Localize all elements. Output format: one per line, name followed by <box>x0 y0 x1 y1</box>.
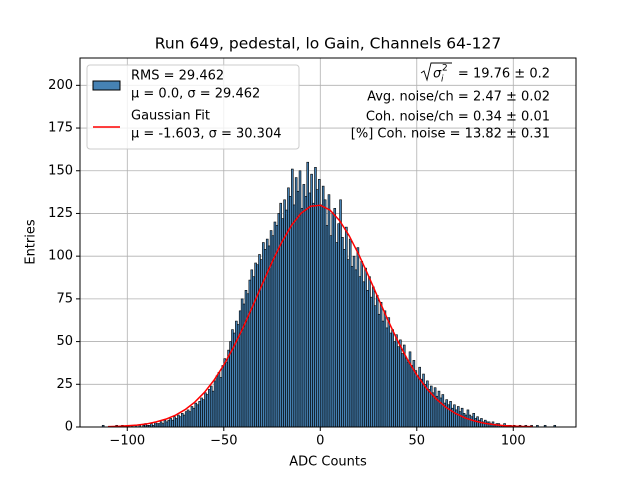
sqrt-sign <box>420 62 452 82</box>
x-tick-label: −50 <box>210 434 237 449</box>
x-tick-label: 100 <box>501 434 526 449</box>
legend-box <box>86 64 300 150</box>
legend-detail: μ = -1.603, σ = 30.304 <box>131 127 281 142</box>
y-tick-label: 75 <box>56 291 73 306</box>
annotation: [%] Coh. noise = 13.82 ± 0.31 <box>351 127 550 142</box>
chart-title: Run 649, pedestal, lo Gain, Channels 64-… <box>155 35 501 53</box>
annotation-sup: 2 <box>442 64 448 74</box>
annotation: Coh. noise/ch = 0.34 ± 0.01 <box>366 110 550 125</box>
legend-label: Gaussian Fit <box>131 109 210 124</box>
annotation-sub: i <box>441 75 444 85</box>
y-axis-label: Entries <box>24 219 39 265</box>
y-tick-label: 200 <box>48 78 73 93</box>
annotations: σ i 2 = 19.76 ± 0.2 Avg. noise/ch = 2.47… <box>351 62 550 142</box>
legend: RMS = 29.462 μ = 0.0, σ = 29.462 Gaussia… <box>86 64 300 150</box>
annotation-symbol: σ <box>433 67 442 82</box>
ticks: −100 −50 0 50 100 0 25 50 75 100 125 150 175 200 <box>48 78 526 449</box>
x-tick-label: −100 <box>109 434 145 449</box>
y-tick-label: 125 <box>48 206 73 221</box>
y-tick-label: 175 <box>48 121 73 136</box>
x-tick-label: 50 <box>409 434 426 449</box>
legend-label: RMS = 29.462 <box>131 69 224 84</box>
annotation: = 19.76 ± 0.2 <box>458 67 550 82</box>
y-tick-label: 25 <box>56 377 73 392</box>
legend-detail: μ = 0.0, σ = 29.462 <box>131 87 260 102</box>
fit-line <box>107 204 533 428</box>
y-tick-label: 100 <box>48 249 73 264</box>
fit <box>107 204 533 428</box>
y-tick-label: 150 <box>48 163 73 178</box>
y-tick-label: 50 <box>56 334 73 349</box>
plot-frame <box>79 57 577 428</box>
annotation: Avg. noise/ch = 2.47 ± 0.02 <box>367 90 550 105</box>
legend-swatch <box>92 80 121 91</box>
x-tick-label: 0 <box>316 434 324 449</box>
y-tick-label: 0 <box>65 420 73 435</box>
x-axis-label: ADC Counts <box>289 455 367 470</box>
